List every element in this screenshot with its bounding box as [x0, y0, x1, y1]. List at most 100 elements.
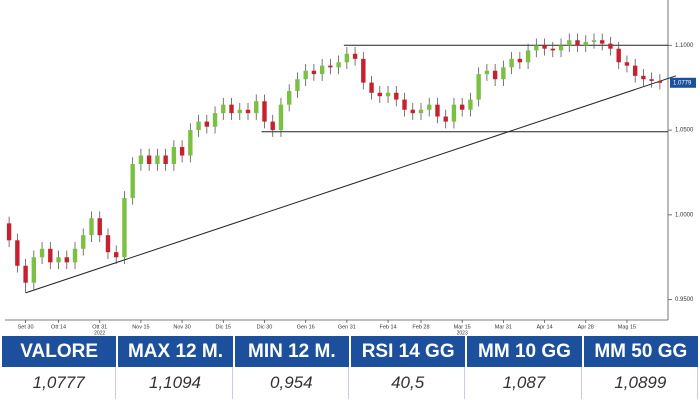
- candle-body: [459, 104, 465, 110]
- candle-body: [657, 80, 663, 83]
- header-cell: MM 50 GG: [583, 336, 698, 367]
- year-label: 2023: [457, 330, 468, 335]
- y-tick-label: 1.0000: [675, 212, 694, 218]
- candle-body: [278, 104, 284, 131]
- candle-body: [163, 155, 168, 164]
- candle-body: [97, 218, 102, 236]
- value-row: 1,0777 1,1094 0,954 40,5 1,087 1,0899: [2, 367, 698, 399]
- candle-body: [616, 48, 621, 63]
- candle-body: [319, 65, 325, 75]
- value-cell: 40,5: [351, 367, 466, 399]
- candle-body: [649, 79, 654, 81]
- stats-table: VALORE MAX 12 M. MIN 12 M. RSI 14 GG MM 10 G…: [0, 336, 700, 399]
- year-label: 2022: [94, 330, 105, 335]
- candle-body: [262, 101, 267, 122]
- candle-body: [492, 70, 498, 80]
- candle-body: [155, 155, 160, 164]
- candle-body: [394, 92, 399, 100]
- candle-body: [435, 104, 440, 117]
- candle-body: [31, 257, 37, 283]
- y-tick-label: 1.0500: [675, 128, 694, 134]
- candle-body: [229, 104, 234, 114]
- candle-body: [270, 121, 275, 131]
- candle-body: [179, 147, 185, 156]
- x-tick-label: Gen 16: [297, 324, 315, 330]
- trend-line: [25, 75, 677, 294]
- candle-body: [641, 75, 646, 80]
- candle-body: [237, 109, 242, 114]
- candle-body: [558, 45, 564, 51]
- x-tick-label: Mar 31: [495, 324, 512, 330]
- candle-body: [443, 116, 448, 122]
- candle-body: [632, 65, 638, 76]
- x-tick-label: Feb 28: [412, 324, 429, 330]
- candle-body: [550, 48, 555, 51]
- header-row: VALORE MAX 12 M. MIN 12 M. RSI 14 GG MM 10 G…: [2, 336, 698, 367]
- candle-body: [361, 58, 366, 83]
- candle-body: [336, 62, 341, 68]
- candle-body: [624, 62, 630, 66]
- candle-body: [352, 53, 358, 59]
- value-cell: 0,954: [235, 367, 349, 399]
- value-cell: 1,1094: [118, 367, 233, 399]
- candle-body: [542, 45, 547, 49]
- x-tick-label: Nov 15: [132, 324, 149, 330]
- candle-body: [608, 43, 613, 49]
- candle-body: [468, 99, 473, 110]
- candle-body: [39, 248, 45, 258]
- candle-body: [221, 104, 226, 114]
- x-tick-label: Apr 14: [536, 324, 552, 330]
- candle-body: [451, 104, 457, 122]
- candle-body: [575, 40, 580, 46]
- value-cell: 1,0777: [2, 367, 117, 399]
- x-tick-label: Gen 31: [338, 324, 356, 330]
- candle-body: [534, 45, 539, 51]
- candle-body: [212, 113, 218, 127]
- header-cell: MIN 12 M.: [234, 336, 349, 367]
- last-price-label: 1.0779: [673, 80, 692, 86]
- y-tick-label: 0.9500: [675, 297, 694, 303]
- candle-body: [64, 257, 69, 263]
- candle-body: [196, 121, 201, 131]
- candle-body: [295, 79, 300, 92]
- candle-body: [311, 70, 317, 75]
- candle-body: [525, 50, 531, 63]
- candle-body: [48, 248, 53, 263]
- x-tick-label: Mar 15: [454, 324, 471, 330]
- x-tick-label: Nov 30: [173, 324, 190, 330]
- header-cell: MAX 12 M.: [118, 336, 233, 367]
- candle-body: [245, 109, 251, 114]
- candle-body: [377, 92, 383, 97]
- y-tick-label: 1.1000: [675, 43, 694, 49]
- candle-body: [517, 58, 523, 63]
- candle-body: [171, 147, 177, 164]
- candle-body: [130, 164, 135, 198]
- header-cell: RSI 14 GG: [350, 336, 466, 367]
- candle-body: [72, 248, 78, 263]
- candle-body: [427, 104, 432, 110]
- candle-body: [89, 218, 94, 236]
- x-tick-label: Ott 31: [92, 324, 107, 330]
- x-tick-label: Dic 15: [215, 324, 231, 330]
- candle-body: [418, 109, 424, 114]
- candle-body: [23, 265, 28, 283]
- x-tick-label: Feb 14: [379, 324, 396, 330]
- x-tick-label: Dic 30: [257, 324, 273, 330]
- candle-body: [15, 240, 20, 266]
- last-price-tag: [670, 77, 696, 88]
- candle-body: [56, 257, 61, 263]
- value-cell: 1,0899: [584, 367, 698, 399]
- candle-body: [122, 197, 127, 258]
- candle-body: [476, 74, 481, 100]
- x-tick-label: Ott 14: [51, 324, 66, 330]
- candle-body: [583, 41, 588, 46]
- header-cell: MM 10 GG: [467, 336, 582, 367]
- x-tick-label: Apr 28: [578, 324, 594, 330]
- candle-body: [501, 67, 506, 80]
- candle-body: [402, 99, 407, 110]
- candle-body: [591, 40, 597, 42]
- candle-body: [303, 70, 308, 80]
- candle-body: [146, 155, 152, 164]
- candle-body: [81, 235, 86, 249]
